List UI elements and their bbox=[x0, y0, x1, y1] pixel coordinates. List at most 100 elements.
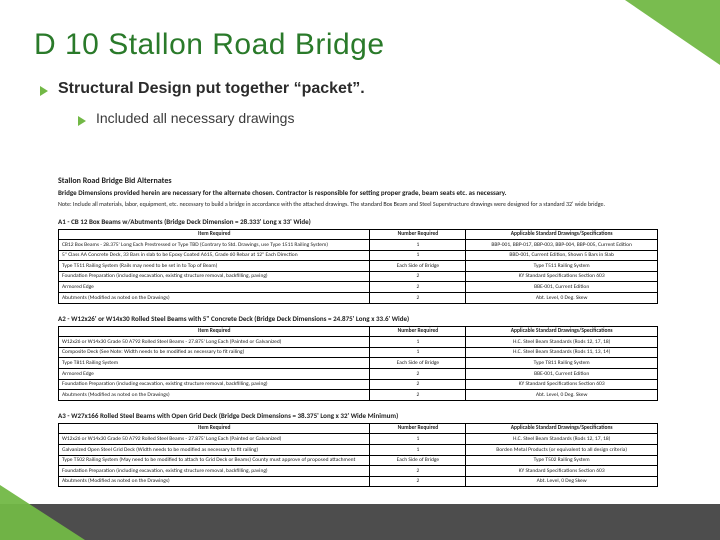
cell-num: 2 bbox=[370, 293, 466, 304]
table-row: Armored Edge2BBE-001, Current Edition bbox=[59, 369, 658, 380]
cell-spec: Borden Metal Products (or equivalent to … bbox=[466, 445, 658, 456]
cell-spec: Abt. Level, 0 Deg Skew bbox=[466, 476, 658, 487]
cell-item: Foundation Preparation (including excava… bbox=[59, 379, 370, 390]
cell-item: W12x26 or W14x30 Grade 50 A792 Rolled St… bbox=[59, 337, 370, 348]
cell-spec: Type T502 Railing System bbox=[466, 455, 658, 466]
col-item: Item Required bbox=[59, 326, 370, 337]
cell-item: Abutments (Modified as noted on the Draw… bbox=[59, 390, 370, 401]
col-num: Number Required bbox=[370, 229, 466, 240]
cell-item: Abutments (Modified as noted on the Draw… bbox=[59, 293, 370, 304]
cell-item: Type T811 Railing System bbox=[59, 358, 370, 369]
cell-item: Abutments (Modified as noted on the Draw… bbox=[59, 476, 370, 487]
cell-num: Each Side of Bridge bbox=[370, 261, 466, 272]
cell-item: CB12 Box Beams - 28.375' Long Each Prest… bbox=[59, 240, 370, 251]
cell-item: Foundation Preparation (including excava… bbox=[59, 271, 370, 282]
footer-band bbox=[0, 504, 720, 540]
cell-num: 2 bbox=[370, 282, 466, 293]
table-row: Foundation Preparation (including excava… bbox=[59, 271, 658, 282]
arrow-icon bbox=[78, 116, 86, 126]
cell-spec: H.C. Steel Beam Standards (Rods 11, 13, … bbox=[466, 347, 658, 358]
accent-triangle-bottom bbox=[0, 485, 85, 540]
col-spec: Applicable Standard Drawings/Specificati… bbox=[466, 326, 658, 337]
cell-item: W12x26 or W14x30 Grade 50 A792 Rolled St… bbox=[59, 434, 370, 445]
table-row: W12x26 or W14x30 Grade 50 A792 Rolled St… bbox=[59, 337, 658, 348]
cell-spec: Abt. Level, 0 Deg. Skew bbox=[466, 390, 658, 401]
table-row: CB12 Box Beams - 28.375' Long Each Prest… bbox=[59, 240, 658, 251]
cell-spec: Type T511 Railing System bbox=[466, 261, 658, 272]
col-spec: Applicable Standard Drawings/Specificati… bbox=[466, 229, 658, 240]
cell-num: 1 bbox=[370, 445, 466, 456]
cell-item: Armored Edge bbox=[59, 282, 370, 293]
table-row: W12x26 or W14x30 Grade 50 A792 Rolled St… bbox=[59, 434, 658, 445]
doc-note: Note: Include all materials, labor, equi… bbox=[58, 201, 658, 209]
cell-item: Type T502 Railing System (May need to be… bbox=[59, 455, 370, 466]
arrow-icon bbox=[40, 86, 48, 96]
table-row: Foundation Preparation (including excava… bbox=[59, 466, 658, 477]
alternate-2-body: W12x26 or W14x30 Grade 50 A792 Rolled St… bbox=[59, 337, 658, 401]
alternate-3-body: W12x26 or W14x30 Grade 50 A792 Rolled St… bbox=[59, 434, 658, 487]
cell-num: 2 bbox=[370, 390, 466, 401]
col-item: Item Required bbox=[59, 423, 370, 434]
cell-item: Type T511 Railing System (Rails may need… bbox=[59, 261, 370, 272]
cell-num: Each Side of Bridge bbox=[370, 358, 466, 369]
cell-spec: KY Standard Specifications Section 603 bbox=[466, 379, 658, 390]
cell-num: 2 bbox=[370, 369, 466, 380]
embedded-document: Stallon Road Bridge Bid Alternates Bridg… bbox=[52, 170, 664, 503]
col-num: Number Required bbox=[370, 326, 466, 337]
cell-item: Composite Deck (See Note: Width needs to… bbox=[59, 347, 370, 358]
cell-spec: Type T811 Railing System bbox=[466, 358, 658, 369]
alternate-block-3: A3 - W27x166 Rolled Steel Beams with Ope… bbox=[58, 411, 658, 488]
table-row: Type T511 Railing System (Rails may need… bbox=[59, 261, 658, 272]
cell-spec: H.C. Steel Beam Standards (Rods 12, 17, … bbox=[466, 434, 658, 445]
table-row: Galvanized Open Steel Grid Deck (Width n… bbox=[59, 445, 658, 456]
slide: D 10 Stallon Road Bridge Structural Desi… bbox=[0, 0, 720, 540]
cell-num: 1 bbox=[370, 240, 466, 251]
cell-spec: Abt. Level, 0 Deg. Skew bbox=[466, 293, 658, 304]
cell-num: 1 bbox=[370, 250, 466, 261]
page-title: D 10 Stallon Road Bridge bbox=[34, 28, 686, 62]
cell-spec: KY Standard Specifications Section 603 bbox=[466, 466, 658, 477]
doc-subheading: Bridge Dimensions provided herein are ne… bbox=[58, 188, 658, 197]
col-spec: Applicable Standard Drawings/Specificati… bbox=[466, 423, 658, 434]
alternate-1-body: CB12 Box Beams - 28.375' Long Each Prest… bbox=[59, 240, 658, 304]
cell-spec: BBD-001, Current Edition, Shown 5 Bars i… bbox=[466, 250, 658, 261]
cell-item: Foundation Preparation (including excava… bbox=[59, 466, 370, 477]
table-row: Abutments (Modified as noted on the Draw… bbox=[59, 476, 658, 487]
bullet-main: Structural Design put together “packet”. bbox=[40, 80, 686, 98]
cell-num: 2 bbox=[370, 379, 466, 390]
cell-num: 2 bbox=[370, 466, 466, 477]
cell-spec: BBE-001, Current Edition bbox=[466, 369, 658, 380]
alternate-3-table: Item Required Number Required Applicable… bbox=[58, 423, 658, 488]
col-item: Item Required bbox=[59, 229, 370, 240]
alternate-1-title: A1 - CB 12 Box Beams w/Abutments (Bridge… bbox=[58, 217, 658, 226]
alternate-block-2: A2 - W12x26' or W14x30 Rolled Steel Beam… bbox=[58, 314, 658, 401]
table-row: Foundation Preparation (including excava… bbox=[59, 379, 658, 390]
cell-spec: BBP-001, BBP-017, BBP-003, BBP-004, BBP-… bbox=[466, 240, 658, 251]
cell-spec: H.C. Steel Beam Standards (Rods 12, 17, … bbox=[466, 337, 658, 348]
cell-spec: BBE-001, Current Edition bbox=[466, 282, 658, 293]
doc-heading: Stallon Road Bridge Bid Alternates bbox=[58, 176, 658, 186]
table-row: Composite Deck (See Note: Width needs to… bbox=[59, 347, 658, 358]
accent-triangle-top bbox=[625, 0, 720, 65]
cell-item: Armored Edge bbox=[59, 369, 370, 380]
table-row: 5" Class AA Concrete Deck, 33 Bars in sl… bbox=[59, 250, 658, 261]
cell-item: Galvanized Open Steel Grid Deck (Width n… bbox=[59, 445, 370, 456]
cell-num: Each Side of Bridge bbox=[370, 455, 466, 466]
bullet-sub: Included all necessary drawings bbox=[78, 110, 686, 126]
table-row: Type T502 Railing System (May need to be… bbox=[59, 455, 658, 466]
cell-num: 2 bbox=[370, 271, 466, 282]
cell-num: 1 bbox=[370, 434, 466, 445]
alternate-block-1: A1 - CB 12 Box Beams w/Abutments (Bridge… bbox=[58, 217, 658, 304]
cell-num: 1 bbox=[370, 347, 466, 358]
cell-spec: KY Standard Specifications Section 603 bbox=[466, 271, 658, 282]
alternate-2-table: Item Required Number Required Applicable… bbox=[58, 326, 658, 401]
bullet-main-text: Structural Design put together “packet”. bbox=[58, 80, 365, 98]
cell-num: 1 bbox=[370, 337, 466, 348]
table-row: Type T811 Railing SystemEach Side of Bri… bbox=[59, 358, 658, 369]
alternate-1-table: Item Required Number Required Applicable… bbox=[58, 229, 658, 304]
bullet-sub-text: Included all necessary drawings bbox=[96, 110, 294, 126]
table-row: Abutments (Modified as noted on the Draw… bbox=[59, 293, 658, 304]
alternate-3-title: A3 - W27x166 Rolled Steel Beams with Ope… bbox=[58, 411, 658, 420]
col-num: Number Required bbox=[370, 423, 466, 434]
cell-item: 5" Class AA Concrete Deck, 33 Bars in sl… bbox=[59, 250, 370, 261]
